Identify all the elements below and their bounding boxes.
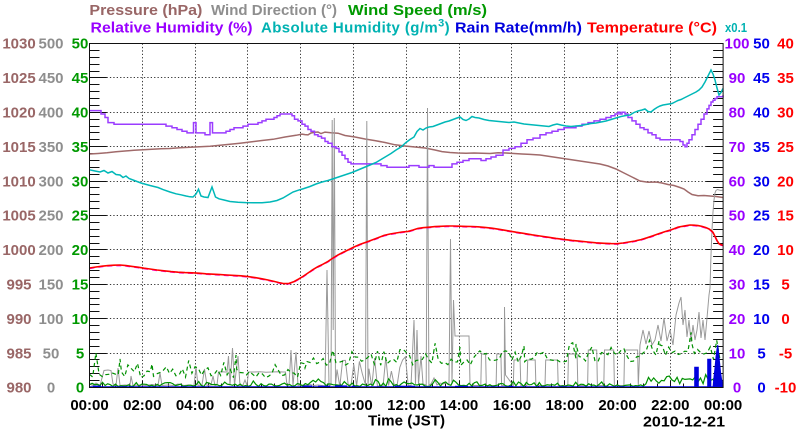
svg-text:Rain Rate(mm/h): Rain Rate(mm/h) — [455, 20, 582, 37]
svg-text:60: 60 — [729, 173, 746, 190]
svg-text:Pressure (hPa): Pressure (hPa) — [89, 2, 202, 19]
svg-text:40: 40 — [777, 36, 794, 53]
svg-text:10: 10 — [777, 242, 794, 259]
svg-text:1005: 1005 — [2, 208, 35, 225]
svg-text:00:00: 00:00 — [70, 397, 108, 414]
svg-text:1030: 1030 — [2, 36, 35, 53]
svg-text:50: 50 — [753, 36, 770, 53]
svg-text:35: 35 — [777, 70, 794, 87]
svg-text:5: 5 — [781, 277, 789, 294]
svg-text:0: 0 — [47, 380, 55, 397]
svg-text:250: 250 — [38, 208, 63, 225]
svg-text:350: 350 — [38, 139, 63, 156]
svg-text:1015: 1015 — [2, 139, 35, 156]
svg-text:04:00: 04:00 — [176, 397, 214, 414]
svg-text:30: 30 — [72, 173, 89, 190]
svg-text:0: 0 — [733, 380, 741, 397]
svg-text:90: 90 — [729, 70, 746, 87]
svg-text:5: 5 — [76, 345, 84, 362]
svg-text:40: 40 — [72, 105, 89, 122]
svg-text:40: 40 — [753, 105, 770, 122]
svg-text:995: 995 — [6, 277, 31, 294]
svg-text:1025: 1025 — [2, 70, 35, 87]
svg-text:06:00: 06:00 — [229, 397, 267, 414]
svg-text:300: 300 — [38, 173, 63, 190]
svg-text:450: 450 — [38, 70, 63, 87]
svg-text:Wind Speed (m/s): Wind Speed (m/s) — [348, 2, 487, 19]
svg-text:1020: 1020 — [2, 105, 35, 122]
svg-text:40: 40 — [729, 242, 746, 259]
svg-text:25: 25 — [753, 208, 770, 225]
svg-text:08:00: 08:00 — [282, 397, 320, 414]
svg-text:2010-12-21: 2010-12-21 — [643, 414, 725, 431]
svg-text:Time (JST): Time (JST) — [368, 413, 445, 430]
svg-text:20:00: 20:00 — [598, 397, 636, 414]
svg-text:5: 5 — [757, 345, 765, 362]
svg-text:50: 50 — [729, 208, 746, 225]
svg-text:10: 10 — [753, 311, 770, 328]
svg-text:30: 30 — [729, 277, 746, 294]
svg-text:16:00: 16:00 — [493, 397, 531, 414]
svg-text:990: 990 — [6, 311, 31, 328]
svg-text:15: 15 — [72, 277, 89, 294]
svg-text:30: 30 — [777, 105, 794, 122]
svg-text:20: 20 — [729, 311, 746, 328]
svg-text:-5: -5 — [779, 345, 792, 362]
svg-text:50: 50 — [72, 36, 89, 53]
svg-text:100: 100 — [724, 36, 749, 53]
svg-text:100: 100 — [38, 311, 63, 328]
svg-text:980: 980 — [6, 380, 31, 397]
svg-text:02:00: 02:00 — [123, 397, 161, 414]
svg-text:200: 200 — [38, 242, 63, 259]
svg-text:22:00: 22:00 — [651, 397, 689, 414]
svg-text:400: 400 — [38, 105, 63, 122]
svg-text:14:00: 14:00 — [440, 397, 478, 414]
svg-text:x0.1: x0.1 — [725, 21, 747, 35]
svg-text:0: 0 — [781, 311, 789, 328]
svg-text:20: 20 — [777, 173, 794, 190]
svg-text:30: 30 — [753, 173, 770, 190]
svg-text:1000: 1000 — [2, 242, 35, 259]
svg-text:150: 150 — [38, 277, 63, 294]
svg-text:Absolute Humidity (g/m3): Absolute Humidity (g/m3) — [261, 18, 450, 37]
svg-text:10: 10 — [729, 345, 746, 362]
svg-text:20: 20 — [72, 242, 89, 259]
svg-text:10:00: 10:00 — [334, 397, 372, 414]
svg-text:35: 35 — [72, 139, 89, 156]
svg-text:18:00: 18:00 — [546, 397, 584, 414]
svg-text:985: 985 — [6, 345, 31, 362]
svg-text:15: 15 — [777, 208, 794, 225]
svg-text:25: 25 — [777, 139, 794, 156]
svg-text:-10: -10 — [775, 380, 797, 397]
svg-text:35: 35 — [753, 139, 770, 156]
svg-text:80: 80 — [729, 105, 746, 122]
svg-text:Temperature (°C): Temperature (°C) — [587, 20, 717, 37]
svg-text:Relative Humidity (%): Relative Humidity (%) — [91, 20, 253, 37]
svg-text:10: 10 — [72, 311, 89, 328]
svg-text:45: 45 — [753, 70, 770, 87]
svg-text:1010: 1010 — [2, 173, 35, 190]
svg-text:15: 15 — [753, 277, 770, 294]
svg-text:12:00: 12:00 — [387, 397, 425, 414]
svg-text:50: 50 — [43, 345, 60, 362]
svg-text:Wind Direction (°): Wind Direction (°) — [211, 2, 337, 19]
svg-text:20: 20 — [753, 242, 770, 259]
svg-text:25: 25 — [72, 208, 89, 225]
svg-text:500: 500 — [38, 36, 63, 53]
svg-text:00:00: 00:00 — [704, 397, 742, 414]
svg-text:45: 45 — [72, 70, 89, 87]
svg-text:0: 0 — [76, 380, 84, 397]
svg-text:0: 0 — [757, 380, 765, 397]
svg-text:70: 70 — [729, 139, 746, 156]
